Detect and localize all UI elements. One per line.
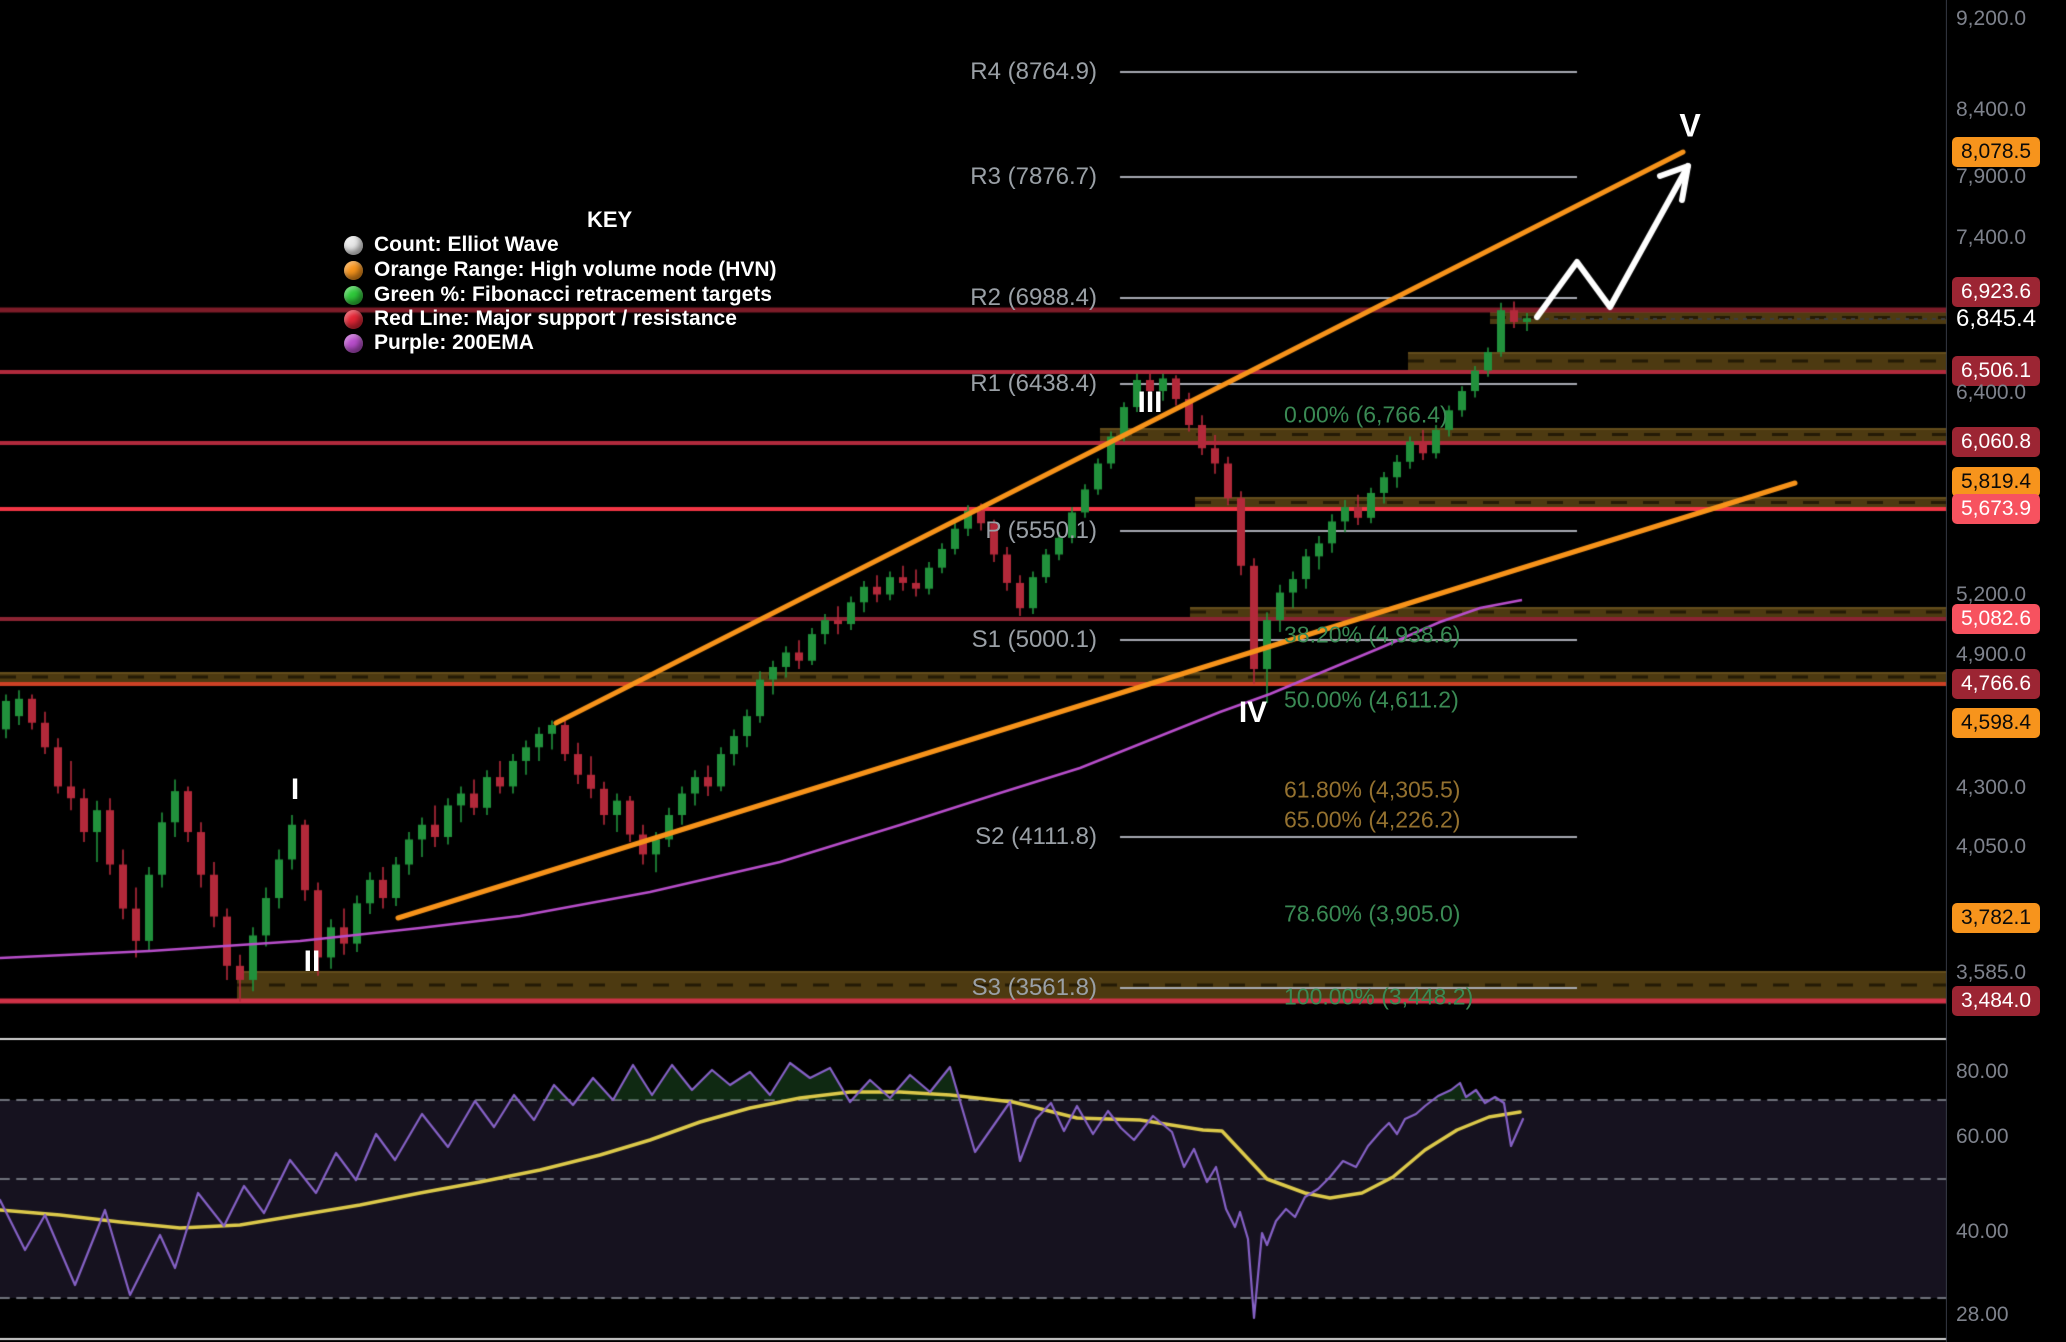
fib-retracement-label: 0.00% (6,766.4) — [1284, 401, 1448, 428]
key-legend-row: Red Line: Major support / resistance — [344, 306, 737, 332]
key-legend-label: Red Line: Major support / resistance — [374, 307, 737, 330]
price-axis-label: 8,400.0 — [1956, 98, 2027, 121]
elliott-wave-label: I — [290, 773, 300, 806]
price-axis-label: 6,506.1 — [1952, 356, 2041, 386]
elliott-wave-label: IV — [1238, 696, 1268, 729]
elliott-wave-label: V — [1679, 107, 1701, 144]
rsi-axis-label: 60.00 — [1956, 1125, 2009, 1148]
price-axis-label: 6,060.8 — [1952, 427, 2041, 457]
pivot-level-label: P (5550.1) — [985, 517, 1097, 544]
pivot-level-label: S3 (3561.8) — [971, 974, 1097, 1001]
key-legend-row: Count: Elliot Wave — [344, 232, 559, 258]
key-legend-label: Green %: Fibonacci retracement targets — [374, 283, 772, 306]
rsi-axis-label: 40.00 — [1956, 1220, 2009, 1243]
price-axis-label: 4,900.0 — [1956, 643, 2027, 666]
price-axis-label: 3,585.0 — [1956, 961, 2027, 984]
price-axis[interactable]: 9,200.0 8,400.0 8,078.5 7,900.0 7,400.0 6,923… — [1947, 0, 2066, 1342]
price-axis-label: 7,900.0 — [1956, 165, 2027, 188]
key-legend-row: Orange Range: High volume node (HVN) — [344, 257, 777, 283]
fib-retracement-label: 38.20% (4,938.6) — [1284, 621, 1461, 648]
pivot-level-label: R1 (6438.4) — [970, 370, 1097, 397]
pivot-level-label: R4 (8764.9) — [970, 58, 1097, 85]
fib-retracement-label: 65.00% (4,226.2) — [1284, 806, 1461, 833]
price-axis-label: 6,845.4 — [1956, 305, 2037, 332]
pivot-level-label: R3 (7876.7) — [970, 163, 1097, 190]
key-legend-row: Green %: Fibonacci retracement targets — [344, 282, 772, 308]
pivot-level-label: R2 (6988.4) — [970, 284, 1097, 311]
price-axis-label: 4,598.4 — [1952, 708, 2041, 738]
key-legend-label: Orange Range: High volume node (HVN) — [374, 258, 777, 281]
pivot-level-label: S1 (5000.1) — [971, 626, 1097, 653]
price-axis-label: 4,050.0 — [1956, 835, 2027, 858]
price-axis-label: 6,400.0 — [1956, 381, 2027, 404]
price-axis-label: 5,082.6 — [1952, 604, 2041, 634]
rsi-axis-label: 28.00 — [1956, 1303, 2009, 1326]
pivot-level-label: S2 (4111.8) — [975, 823, 1097, 850]
price-axis-label: 7,400.0 — [1956, 226, 2027, 249]
legend-bullet-icon — [344, 260, 363, 280]
legend-bullet-icon — [344, 309, 363, 329]
key-legend-label: Count: Elliot Wave — [374, 233, 559, 256]
price-axis-label: 4,300.0 — [1956, 776, 2027, 799]
rsi-axis-label: 80.00 — [1956, 1060, 2009, 1083]
elliott-wave-label: II — [303, 945, 321, 978]
price-axis-label: 3,484.0 — [1952, 986, 2041, 1016]
key-legend-row: Purple: 200EMA — [344, 330, 534, 356]
price-axis-label: 6,923.6 — [1952, 277, 2041, 307]
legend-bullet-icon — [344, 235, 363, 255]
price-axis-label: 5,673.9 — [1952, 494, 2041, 524]
price-axis-label: 3,782.1 — [1952, 903, 2041, 933]
legend-bullet-icon — [344, 333, 363, 353]
fib-retracement-label: 78.60% (3,905.0) — [1284, 900, 1461, 927]
price-axis-label: 5,819.4 — [1952, 467, 2041, 497]
price-axis-label: 5,200.0 — [1956, 583, 2027, 606]
fib-retracement-label: 61.80% (4,305.5) — [1284, 776, 1461, 803]
fib-retracement-label: 100.00% (3,448.2) — [1284, 983, 1474, 1010]
key-legend-title: KEY — [587, 207, 633, 232]
elliott-wave-label: III — [1137, 386, 1163, 419]
key-legend-label: Purple: 200EMA — [374, 331, 534, 354]
fib-retracement-label: 50.00% (4,611.2) — [1284, 686, 1459, 713]
price-axis-label: 9,200.0 — [1956, 7, 2027, 30]
price-axis-label: 8,078.5 — [1952, 137, 2041, 167]
price-axis-label: 4,766.6 — [1952, 669, 2041, 699]
legend-bullet-icon — [344, 285, 363, 305]
